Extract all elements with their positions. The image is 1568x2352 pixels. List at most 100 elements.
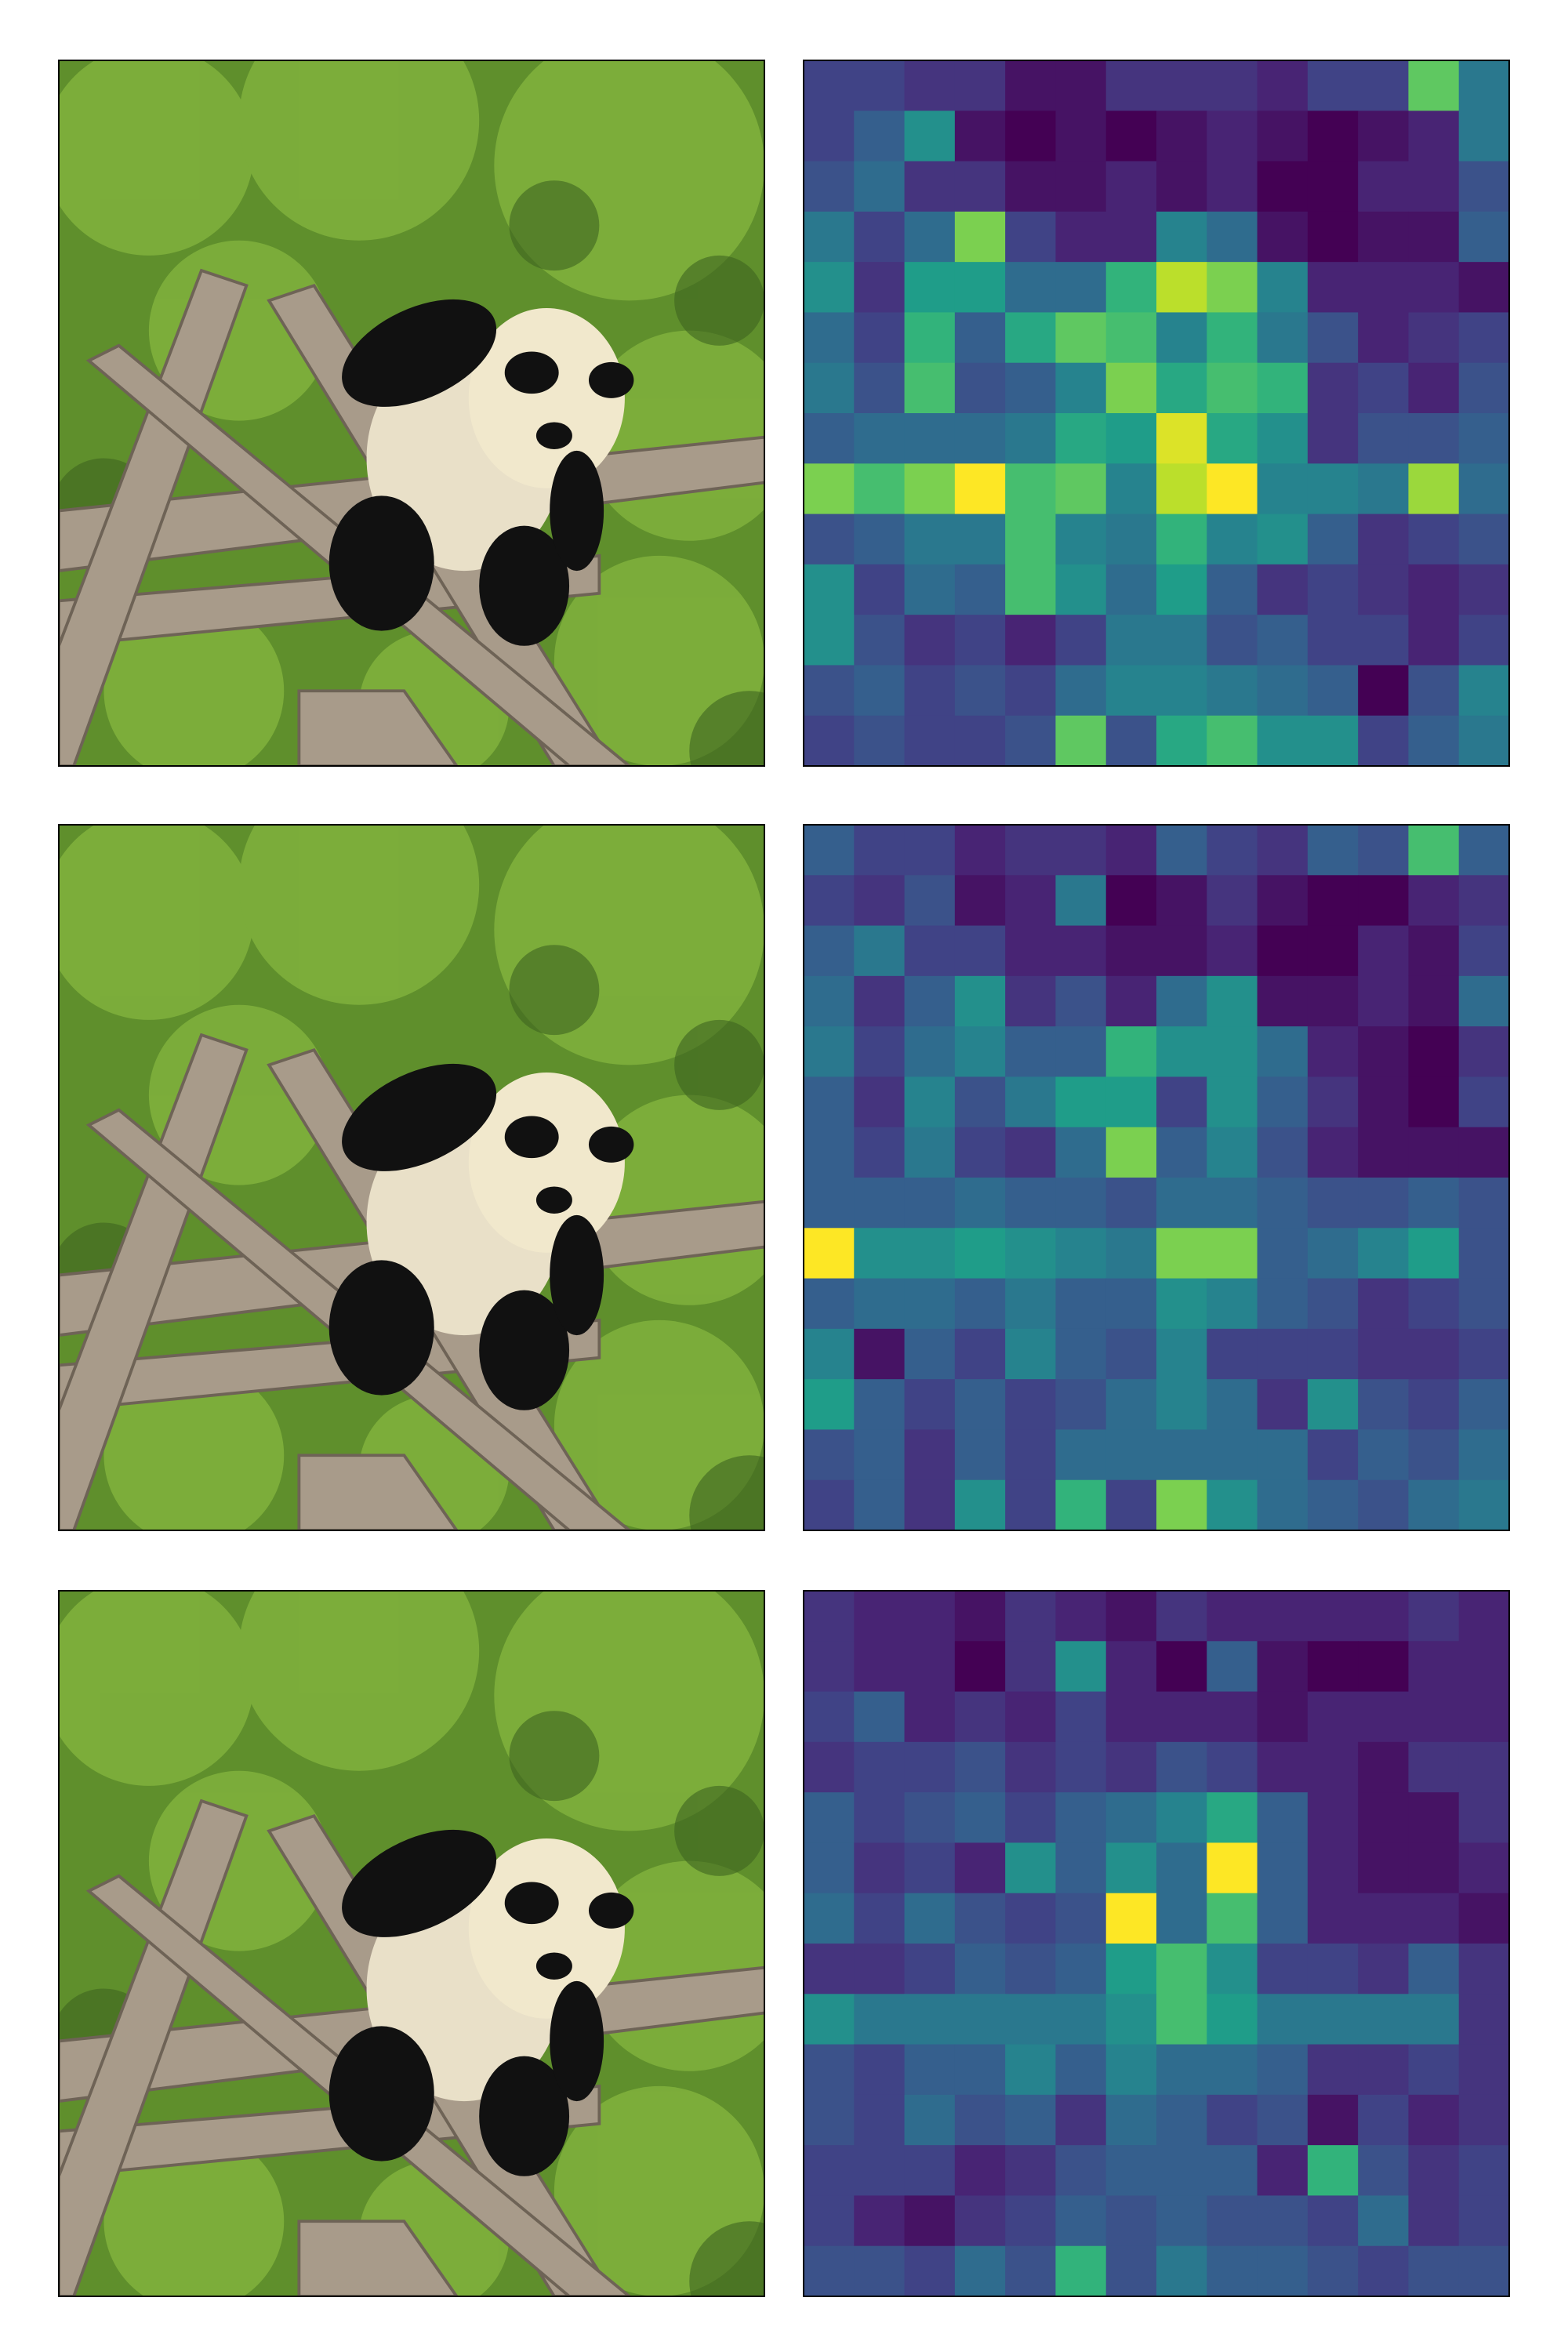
heatmap-cell — [1207, 2245, 1258, 2297]
heatmap-cell — [954, 1127, 1006, 1178]
heatmap-cell — [1207, 514, 1258, 565]
heatmap-cell — [1408, 1842, 1460, 1894]
heatmap-cell — [1005, 413, 1056, 464]
heatmap-cell — [1005, 1328, 1056, 1380]
heatmap-cell — [1005, 60, 1056, 111]
heatmap-cell — [1156, 925, 1207, 977]
heatmap-cell — [1105, 1641, 1157, 1693]
heatmap-cell — [1156, 1278, 1207, 1330]
heatmap-cell — [1257, 1691, 1308, 1743]
heatmap-cell — [1105, 665, 1157, 717]
heatmap-cell — [1207, 413, 1258, 464]
heatmap-cell — [1358, 161, 1409, 212]
heatmap-cell — [854, 262, 906, 313]
heatmap-cell — [1408, 2145, 1460, 2196]
heatmap-cell — [904, 262, 956, 313]
heatmap-cell — [854, 1178, 906, 1229]
heatmap-cell — [954, 825, 1006, 876]
heatmap-cell — [1257, 2094, 1308, 2146]
heatmap-cell — [904, 615, 956, 666]
heatmap-frame — [803, 1590, 1510, 2297]
heatmap-cell — [1358, 1842, 1409, 1894]
heatmap-cell — [854, 2195, 906, 2247]
heatmap-cell — [804, 1893, 855, 1944]
heatmap-cell — [804, 2044, 855, 2096]
heatmap-cell — [1005, 2245, 1056, 2297]
heatmap-cell — [1458, 312, 1510, 364]
heatmap-cell — [904, 1792, 956, 1843]
heatmap-cell — [1055, 975, 1107, 1027]
heatmap-cell — [1207, 1479, 1258, 1531]
heatmap-cell — [804, 665, 855, 717]
heatmap-cell — [1156, 1479, 1207, 1531]
panda-photo — [59, 60, 764, 766]
heatmap-cell — [804, 825, 855, 876]
heatmap-cell — [1307, 1691, 1359, 1743]
heatmap-cell — [854, 1026, 906, 1077]
heatmap-cell — [1257, 1591, 1308, 1642]
heatmap-cell — [1207, 1641, 1258, 1693]
heatmap-cell — [1408, 312, 1460, 364]
heatmap-cell — [1257, 665, 1308, 717]
heatmap-cell — [1458, 1479, 1510, 1531]
heatmap-cell — [804, 1741, 855, 1793]
heatmap-cell — [1055, 161, 1107, 212]
heatmap-cell — [954, 262, 1006, 313]
heatmap-cell — [904, 2094, 956, 2146]
heatmap-cell — [954, 1429, 1006, 1481]
heatmap-cell — [1156, 975, 1207, 1027]
heatmap-cell — [1307, 1591, 1359, 1642]
heatmap-cell — [854, 715, 906, 767]
heatmap-cell — [1307, 975, 1359, 1027]
heatmap-cell — [1458, 60, 1510, 111]
heatmap-cell — [804, 1278, 855, 1330]
heatmap-cell — [1257, 1328, 1308, 1380]
heatmap-cell — [1257, 615, 1308, 666]
heatmap-cell — [854, 875, 906, 927]
heatmap-cell — [854, 514, 906, 565]
heatmap-cell — [954, 111, 1006, 162]
heatmap-cell — [904, 1641, 956, 1693]
heatmap-cell — [1105, 2195, 1157, 2247]
heatmap-cell — [1005, 1741, 1056, 1793]
heatmap-cell — [1458, 111, 1510, 162]
heatmap-cell — [1358, 1026, 1409, 1077]
heatmap-cell — [1156, 1944, 1207, 1994]
heatmap-cell — [1458, 1076, 1510, 1128]
heatmap-cell — [1055, 1994, 1107, 2045]
heatmap-cell — [1105, 1893, 1157, 1944]
heatmap-cell — [1156, 2094, 1207, 2146]
heatmap-cell — [1005, 2145, 1056, 2196]
heatmap-cell — [954, 564, 1006, 615]
heatmap-cell — [904, 975, 956, 1027]
heatmap-cell — [1156, 1228, 1207, 1279]
heatmap-cell — [1156, 514, 1207, 565]
heatmap-cell — [854, 1379, 906, 1430]
heatmap-cell — [1055, 413, 1107, 464]
heatmap-cell — [1358, 1792, 1409, 1843]
heatmap-cell — [1005, 1127, 1056, 1178]
heatmap-cell — [1005, 1026, 1056, 1077]
heatmap-cell — [1408, 1379, 1460, 1430]
heatmap-cell — [804, 312, 855, 364]
heatmap-cell — [1358, 2094, 1409, 2146]
heatmap-cell — [1105, 1127, 1157, 1178]
heatmap-cell — [1105, 564, 1157, 615]
photo-frame — [58, 60, 765, 767]
heatmap-cell — [1358, 2145, 1409, 2196]
heatmap-cell — [854, 1842, 906, 1894]
heatmap-cell — [1156, 1893, 1207, 1944]
heatmap-cell — [904, 875, 956, 927]
heatmap-cell — [1005, 161, 1056, 212]
heatmap-cell — [954, 1076, 1006, 1128]
heatmap-cell — [1207, 1127, 1258, 1178]
heatmap-cell — [1257, 2195, 1308, 2247]
heatmap-cell — [1105, 2145, 1157, 2196]
heatmap-cell — [1458, 1379, 1510, 1430]
heatmap-cell — [1055, 211, 1107, 263]
heatmap-cell — [904, 1076, 956, 1128]
heatmap-cell — [1257, 262, 1308, 313]
heatmap-cell — [1005, 1944, 1056, 1994]
heatmap-cell — [1207, 1842, 1258, 1894]
